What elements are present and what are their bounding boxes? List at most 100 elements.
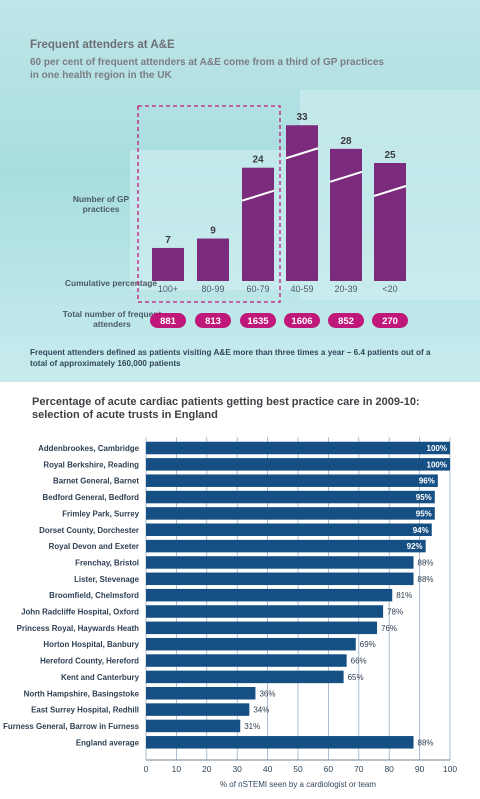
hospital-name-label: Horton Hospital, Banbury (43, 640, 139, 649)
bar-value-label: 95% (416, 493, 432, 502)
hospital-name-label: Barnet General, Barnet (53, 477, 139, 486)
cumulative-category-label: 100+ (158, 284, 178, 294)
hospital-bar (146, 605, 384, 618)
gp-practices-bar (242, 167, 274, 281)
bar-value-label: 25 (384, 150, 396, 161)
bar-value-label: 28 (340, 136, 352, 147)
hospital-bar (146, 572, 414, 586)
x-tick-label: 0 (144, 764, 149, 774)
hospital-bar (146, 736, 414, 749)
bar-value-label: 76% (381, 624, 397, 633)
x-axis-label: % of nSTEMI seen by a cardiologist or te… (220, 780, 376, 789)
bar-value-label: 95% (416, 509, 432, 518)
total-attenders-pill (284, 313, 320, 328)
bar-value-label: 81% (396, 591, 412, 600)
hospital-name-label: John Radcliffe Hospital, Oxford (21, 608, 139, 617)
bar-value-label: 24 (252, 155, 264, 166)
total-attenders-value: 270 (382, 316, 398, 327)
total-attenders-pill (150, 313, 186, 328)
bar-value-label: 78% (387, 608, 403, 617)
hospital-name-label: Broomfield, Chelmsford (49, 591, 139, 600)
total-attenders-value: 1635 (247, 316, 269, 327)
gp-practices-bar (330, 148, 362, 281)
cumulative-line-segment (329, 170, 363, 183)
hospital-name-label: Lister, Stevenage (74, 575, 140, 584)
gp-practices-bar (286, 125, 318, 282)
frequent-attenders-footnote: Frequent attenders defined as patients v… (30, 348, 431, 368)
bar-value-label: 94% (413, 526, 429, 535)
cumulative-percentage-label: Cumulative percentage (64, 278, 158, 288)
hospital-name-label: England average (76, 738, 140, 747)
frequent-attenders-subtitle: 60 per cent of frequent attenders at A&E… (30, 57, 384, 81)
hospital-bar (146, 441, 450, 455)
hospital-name-label: Frenchay, Bristol (75, 558, 139, 567)
bar-value-label: 34% (253, 706, 269, 715)
x-tick-label: 70 (354, 764, 364, 774)
total-attenders-pill (195, 313, 231, 328)
hospital-name-label: Royal Devon and Exeter (49, 542, 139, 551)
gp-practices-bar (197, 238, 229, 281)
cumulative-category-label: 40-59 (290, 284, 313, 294)
hospital-bar (146, 490, 435, 504)
cumulative-line-segment (373, 185, 407, 197)
x-tick-label: 10 (172, 764, 182, 774)
bar-value-label: 66% (351, 657, 367, 666)
hospital-name-label: Princess Royal, Haywards Heath (17, 624, 140, 633)
x-tick-label: 40 (263, 764, 273, 774)
cumulative-category-label: 80-99 (201, 284, 224, 294)
hospital-bar (146, 621, 378, 635)
cumulative-line-segment (241, 189, 275, 202)
frequent-attenders-panel: Frequent attenders at A&E 60 per cent of… (0, 0, 480, 382)
total-attenders-value: 852 (338, 316, 354, 327)
total-attenders-label: Total number of frequent attenders (62, 309, 162, 329)
hospital-bar (146, 556, 414, 569)
hospital-bar (146, 523, 432, 536)
total-attenders-value: 881 (160, 316, 177, 327)
hospital-name-label: East Surrey Hospital, Redhill (31, 706, 139, 715)
total-attenders-value: 1606 (291, 316, 312, 327)
hospital-bar (146, 458, 450, 471)
hospital-bar (146, 719, 241, 733)
bar-value-label: 96% (419, 477, 435, 486)
highlight-dashed-box (137, 105, 281, 303)
hospital-bar (146, 474, 438, 487)
hospital-name-label: North Hampshire, Basingstoke (24, 689, 140, 698)
bar-value-label: 88% (418, 558, 434, 567)
hospital-name-label: Dorset County, Dorchester (39, 526, 139, 535)
bar-value-label: 9 (210, 226, 216, 237)
hospital-bar (146, 670, 344, 684)
bar-value-label: 100% (427, 444, 447, 453)
cardiac-care-title: Percentage of acute cardiac patients get… (32, 396, 420, 421)
gp-practices-bar (152, 247, 184, 281)
x-tick-label: 60 (324, 764, 334, 774)
frequent-attenders-title: Frequent attenders at A&E (30, 39, 175, 51)
bar-value-label: 33 (296, 112, 308, 123)
hospital-bar (146, 654, 347, 667)
hospital-name-label: Bedford General, Bedford (43, 493, 140, 502)
hospital-bar (146, 507, 435, 520)
bar-value-label: 36% (259, 689, 275, 698)
total-attenders-value: 813 (205, 316, 221, 327)
hospital-bar (146, 703, 250, 716)
total-attenders-pill (372, 313, 408, 328)
bar-value-label: 92% (407, 542, 423, 551)
cumulative-line-segment (285, 147, 319, 160)
x-tick-label: 90 (415, 764, 425, 774)
x-tick-label: 80 (384, 764, 394, 774)
bar-value-label: 65% (348, 673, 364, 682)
cumulative-category-label: 60-79 (246, 284, 269, 294)
hospital-bar (146, 588, 393, 602)
bar-value-label: 100% (427, 460, 447, 469)
bar-value-label: 7 (165, 235, 171, 246)
hospital-bar (146, 539, 426, 553)
x-tick-label: 100 (443, 764, 457, 774)
x-tick-label: 20 (202, 764, 212, 774)
gp-practices-axis-label: Number of GP practices (72, 194, 130, 214)
hospital-name-label: Furness General, Barrow in Furness (3, 722, 140, 731)
bar-value-label: 88% (418, 738, 434, 747)
cumulative-category-label: 20-39 (334, 284, 357, 294)
hospital-bar (146, 637, 356, 651)
x-tick-label: 30 (232, 764, 242, 774)
frequent-attenders-chart: 7 9 24 33 28 25 100+ 80-99 60-79 40-59 20-39 <20 881… (137, 105, 408, 328)
